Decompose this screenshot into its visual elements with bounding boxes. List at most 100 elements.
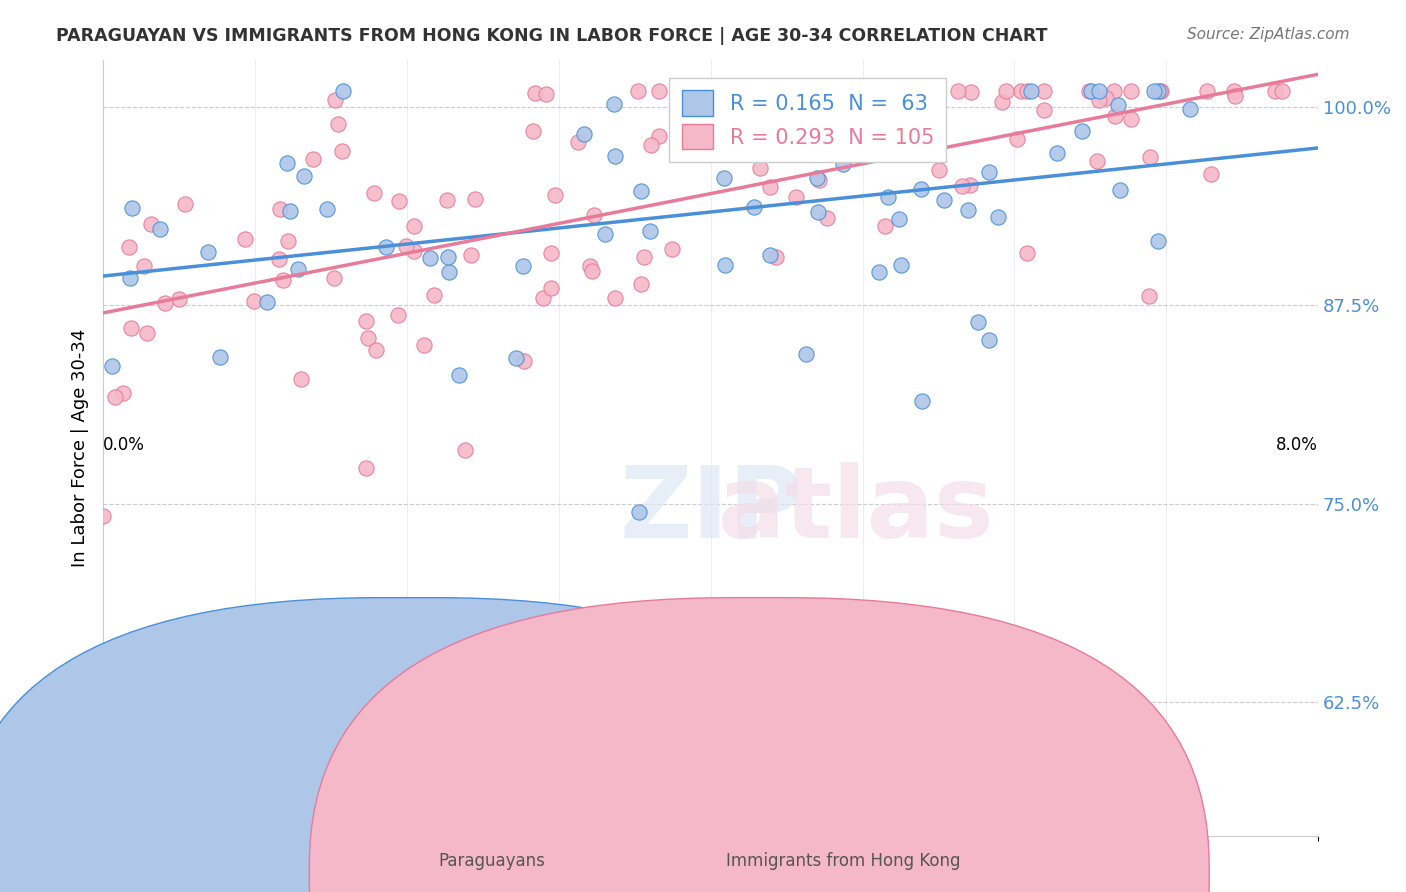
Point [354,461,377,475]
Point [1046,146,1069,161]
Point [437,265,460,279]
Point [987,210,1010,224]
Point [1080,84,1102,98]
Point [581,264,603,278]
Point [208,351,231,365]
Point [1146,84,1168,98]
Point [832,157,855,171]
Point [960,85,983,99]
Point [325,93,347,107]
Point [932,194,955,208]
Point [1015,245,1038,260]
Point [1078,84,1101,98]
Point [101,359,124,373]
Point [779,84,801,98]
Point [357,331,380,345]
Point [1108,182,1130,196]
Point [544,188,567,202]
Point [1107,98,1129,112]
Point [661,242,683,256]
Point [1104,109,1126,123]
Point [354,313,377,327]
Point [749,161,772,176]
Point [603,97,626,112]
Point [876,190,898,204]
Point [910,181,932,195]
Point [640,137,662,152]
Point [1143,84,1166,98]
Point [1005,132,1028,146]
Point [332,84,354,98]
Point [765,250,787,264]
Point [423,288,446,302]
Point [1225,88,1247,103]
Point [460,248,482,262]
Point [959,178,981,192]
Point [873,219,896,234]
Point [1088,93,1111,107]
Point [627,84,650,98]
Point [1178,103,1201,117]
Point [713,171,735,186]
Point [132,259,155,273]
Point [810,84,832,98]
Point [1271,84,1294,98]
Point [815,211,838,225]
Point [363,186,385,201]
Point [269,202,291,216]
Point [387,308,409,322]
Point [950,178,973,193]
Point [1223,84,1246,98]
Point [1121,84,1143,98]
Point [464,192,486,206]
Point [744,84,766,98]
Point [868,265,890,279]
Y-axis label: In Labor Force | Age 30-34: In Labor Force | Age 30-34 [72,329,89,567]
Point [1095,91,1118,105]
Point [990,95,1012,109]
Point [967,315,990,329]
Point [911,394,934,409]
Point [449,368,471,382]
Point [388,194,411,208]
Point [648,84,671,98]
Point [595,227,617,242]
Point [1137,289,1160,303]
Point [567,135,589,149]
Point [887,84,910,98]
Point [572,127,595,141]
Point [404,219,426,233]
Point [673,84,696,98]
Point [633,250,655,264]
Point [1121,112,1143,126]
Point [534,87,557,101]
Point [395,239,418,253]
Point [540,281,562,295]
Point [880,113,903,128]
Point [413,337,436,351]
Text: 8.0%: 8.0% [1277,436,1319,454]
Point [437,250,460,264]
Point [328,117,350,131]
Point [630,277,652,291]
Point [1019,84,1042,98]
Point [269,252,291,267]
Point [174,197,197,211]
Point [928,162,950,177]
Point [758,247,780,261]
Point [638,224,661,238]
Point [956,203,979,218]
Point [579,259,602,273]
Point [169,293,191,307]
Point [513,353,536,368]
Point [104,390,127,404]
Point [890,258,912,272]
Text: atlas: atlas [718,462,995,558]
Point [375,240,398,254]
Point [831,142,853,156]
Point [91,509,114,524]
Point [889,212,911,227]
Point [794,347,817,361]
Point [523,87,546,101]
Point [120,271,142,285]
